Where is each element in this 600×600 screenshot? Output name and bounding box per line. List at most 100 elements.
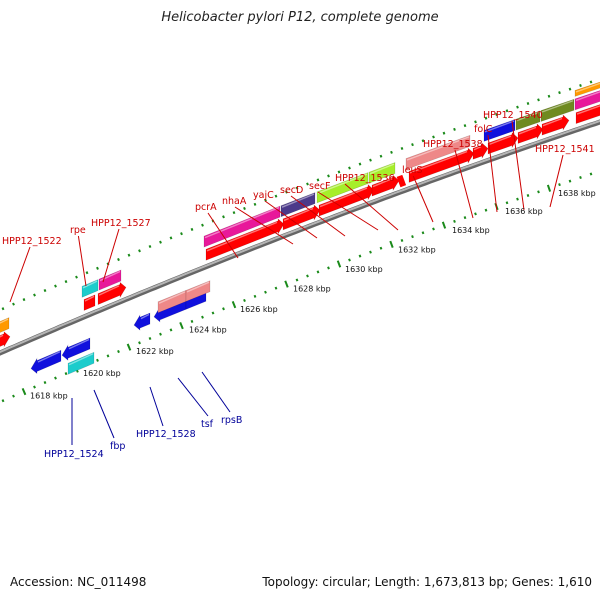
- annotation-block-shine: [516, 111, 540, 122]
- forward-tick: [75, 275, 78, 279]
- forward-gene-label: HPP12_1538: [423, 139, 483, 150]
- forward-tick: [495, 112, 498, 116]
- forward-tick: [537, 98, 540, 102]
- reverse-tick: [327, 266, 330, 270]
- annotation-block-shine: [575, 91, 600, 102]
- forward-leader: [77, 235, 87, 287]
- reverse-tick: [106, 354, 110, 358]
- reverse-tick: [64, 372, 68, 376]
- forward-tick: [274, 194, 278, 198]
- scale-label: 1630 kbp: [345, 265, 383, 274]
- annotation-block: [574, 90, 600, 111]
- forward-tick: [169, 236, 173, 240]
- forward-leader: [290, 195, 346, 237]
- reverse-cds-arrow: [61, 337, 91, 361]
- forward-cds-arrow-shine: [319, 187, 368, 208]
- annotation-block: [67, 351, 95, 375]
- scale-label: 1634 kbp: [452, 226, 490, 235]
- reverse-tick: [579, 176, 582, 180]
- reverse-tick: [21, 387, 27, 396]
- forward-leader: [207, 212, 239, 259]
- reverse-tick: [537, 190, 540, 194]
- forward-cds-arrow-shine: [488, 135, 512, 146]
- reverse-tick: [453, 219, 456, 223]
- forward-cds-arrow: [517, 123, 544, 144]
- forward-tick: [526, 101, 530, 105]
- reverse-cds-arrow: [30, 349, 62, 375]
- reverse-tick: [253, 294, 257, 298]
- reverse-tick: [33, 385, 36, 389]
- forward-tick: [337, 170, 341, 174]
- forward-cds-arrow-shine: [409, 150, 468, 174]
- reverse-cds-arrow: [133, 312, 151, 331]
- reverse-tick: [148, 336, 152, 341]
- reverse-tick: [568, 179, 572, 183]
- forward-tick: [484, 116, 488, 120]
- reverse-tick: [96, 358, 99, 362]
- forward-cds-arrow-shine: [473, 145, 482, 151]
- reverse-tick: [348, 258, 351, 262]
- reverse-tick: [43, 381, 47, 385]
- annotation-block: [280, 192, 316, 218]
- annotation-block: [574, 81, 600, 97]
- scale-label: 1636 kbp: [505, 207, 543, 216]
- forward-tick: [369, 158, 372, 162]
- reverse-cds-arrow-shine: [37, 351, 61, 363]
- forward-tick: [474, 120, 477, 124]
- tick-marks: [1, 80, 593, 403]
- reverse-tick: [138, 341, 141, 345]
- reverse-leader: [93, 389, 115, 439]
- forward-tick: [442, 131, 446, 135]
- annotation-block: [405, 134, 471, 170]
- forward-tick: [421, 139, 425, 143]
- reverse-tick: [379, 246, 383, 250]
- forward-tick: [306, 182, 309, 186]
- backbone: [0, 119, 600, 356]
- annotation-block-shine: [82, 280, 98, 289]
- reverse-tick: [546, 184, 552, 192]
- reverse-gene-label: HPP12_1528: [136, 429, 196, 440]
- annotation-block-shine: [541, 100, 574, 113]
- forward-tick: [390, 150, 393, 154]
- forward-tick: [159, 240, 162, 244]
- forward-tick: [568, 87, 572, 91]
- backbone-line: [0, 119, 600, 356]
- reverse-leader: [177, 377, 209, 417]
- forward-tick: [348, 166, 351, 170]
- feature-blocks: [0, 81, 600, 375]
- annotation-block-shine: [204, 206, 280, 239]
- topology-text: Topology: circular; Length: 1,673,813 bp…: [262, 575, 592, 589]
- forward-tick: [138, 249, 141, 253]
- forward-gene-label: HPP12_1541: [535, 144, 595, 155]
- forward-tick: [516, 105, 519, 109]
- forward-leader: [9, 246, 31, 303]
- forward-leader: [511, 120, 525, 211]
- forward-tick: [463, 124, 467, 128]
- forward-tick: [411, 143, 414, 147]
- forward-leader: [454, 149, 474, 219]
- forward-tick: [54, 284, 57, 288]
- annotation-block: [483, 119, 516, 142]
- reverse-tick: [169, 328, 173, 332]
- forward-cds-arrow: [318, 183, 375, 217]
- annotation-block-shine: [317, 173, 368, 194]
- forward-cds-arrow-shine: [98, 285, 120, 296]
- forward-cds-arrow: [396, 174, 407, 188]
- forward-gene-label: nhaA: [222, 196, 247, 207]
- annotation-block-shine: [68, 353, 94, 366]
- annotation-block-shine: [484, 120, 515, 133]
- reverse-tick: [211, 311, 215, 315]
- reverse-tick: [231, 301, 237, 309]
- reverse-tick: [284, 280, 289, 288]
- forward-gene-label: pcrA: [195, 202, 217, 213]
- forward-cds-arrow-shine: [372, 178, 393, 188]
- forward-tick: [1, 307, 5, 311]
- forward-leader: [317, 191, 379, 231]
- reverse-tick: [411, 235, 414, 239]
- forward-cds-arrow: [408, 147, 475, 183]
- forward-leader: [102, 228, 120, 283]
- annotation-block-shine: [575, 82, 600, 93]
- forward-gene-label: HPP12_1536: [335, 173, 395, 184]
- forward-gene-label: HPP12_1540: [483, 110, 543, 121]
- reverse-tick: [369, 250, 372, 254]
